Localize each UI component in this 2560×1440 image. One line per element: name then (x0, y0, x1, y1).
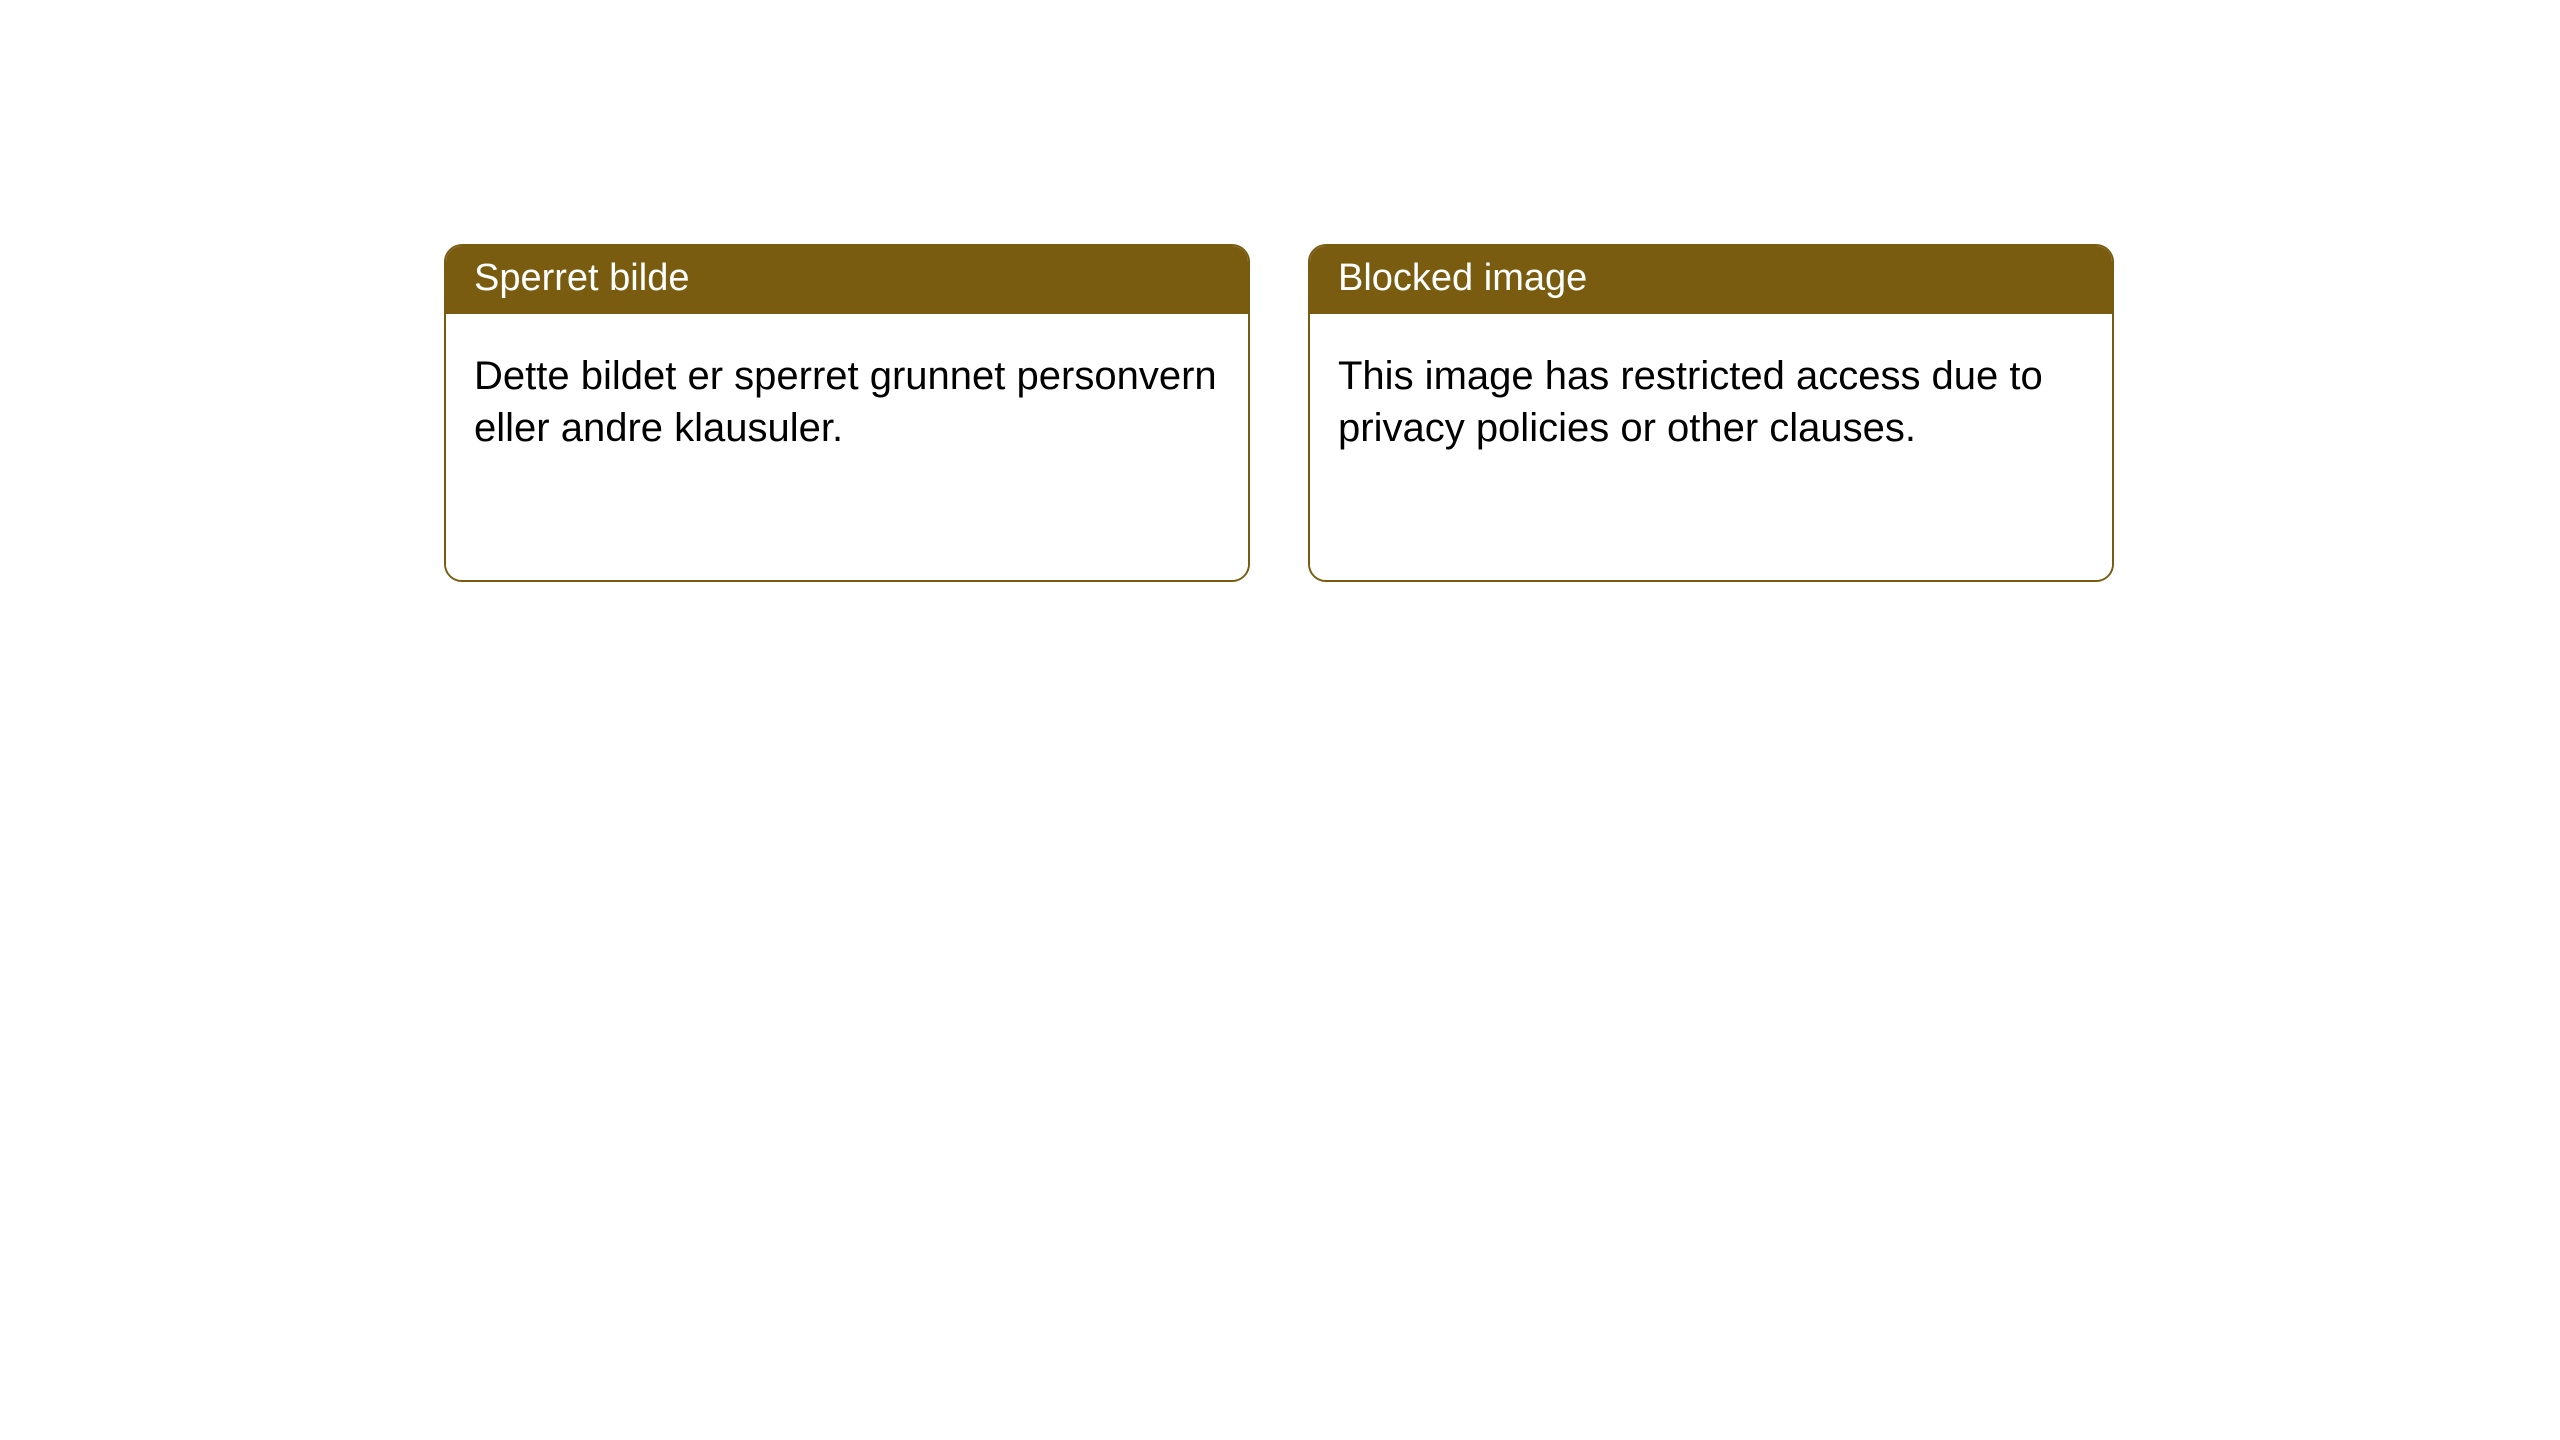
notice-header: Blocked image (1310, 246, 2112, 314)
notice-box-english: Blocked image This image has restricted … (1308, 244, 2114, 582)
notice-box-norwegian: Sperret bilde Dette bildet er sperret gr… (444, 244, 1250, 582)
notice-body: Dette bildet er sperret grunnet personve… (446, 314, 1248, 580)
notice-header: Sperret bilde (446, 246, 1248, 314)
notices-container: Sperret bilde Dette bildet er sperret gr… (444, 244, 2114, 582)
notice-body: This image has restricted access due to … (1310, 314, 2112, 580)
